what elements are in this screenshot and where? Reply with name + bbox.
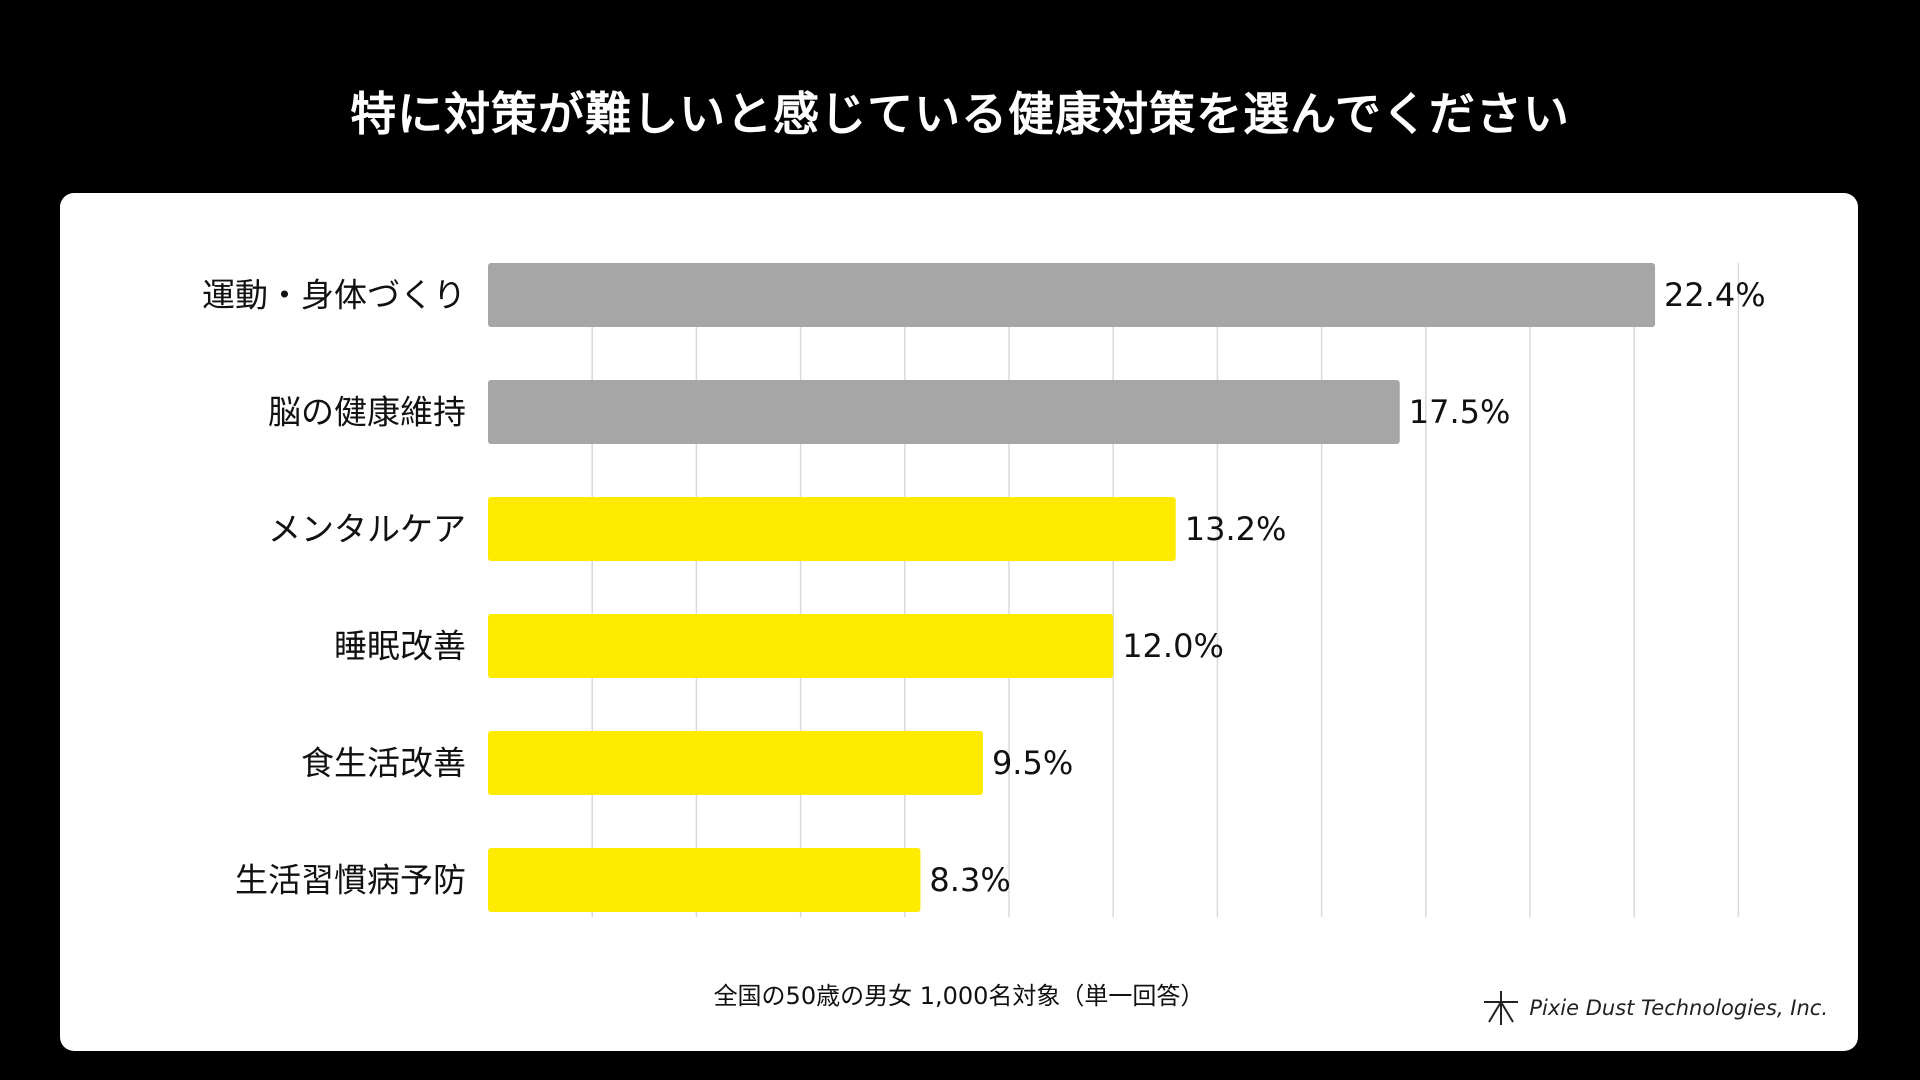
value-label: 8.3% <box>929 861 1010 899</box>
bar <box>488 380 1400 444</box>
category-label: 食生活改善 <box>301 744 466 783</box>
category-label: メンタルケア <box>268 510 466 549</box>
value-label: 13.2% <box>1185 510 1287 548</box>
category-label: 運動・身体づくり <box>202 276 466 315</box>
brand-name: Pixie Dust Technologies, Inc. <box>1529 996 1828 1020</box>
bar <box>488 614 1114 678</box>
bar <box>488 731 983 795</box>
value-label: 22.4% <box>1664 276 1766 314</box>
value-label: 12.0% <box>1122 627 1224 665</box>
value-label: 9.5% <box>992 744 1073 782</box>
chart-card: 運動・身体づくり 22.4% 脳の健康維持 17.5% メンタルケア 13.2% 睡眠改善 1… <box>60 193 1858 1051</box>
brand-logo: Pixie Dust Technologies, Inc. <box>1481 988 1828 1028</box>
bar <box>488 848 921 912</box>
category-label: 睡眠改善 <box>334 627 466 666</box>
category-label: 脳の健康維持 <box>268 393 466 432</box>
bar <box>488 497 1176 561</box>
category-label: 生活習慣病予防 <box>235 861 466 900</box>
page-title: 特に対策が難しいと感じている健康対策を選んでください <box>350 87 1570 141</box>
value-label: 17.5% <box>1409 393 1511 431</box>
bar <box>488 263 1656 327</box>
survey-footnote: 全国の50歳の男女 1,000名対象（単一回答） <box>713 982 1205 1010</box>
asterisk-logo-icon <box>1484 991 1519 1025</box>
bar-chart: 運動・身体づくり 22.4% 脳の健康維持 17.5% メンタルケア 13.2% 睡眠改善 1… <box>202 263 1766 917</box>
